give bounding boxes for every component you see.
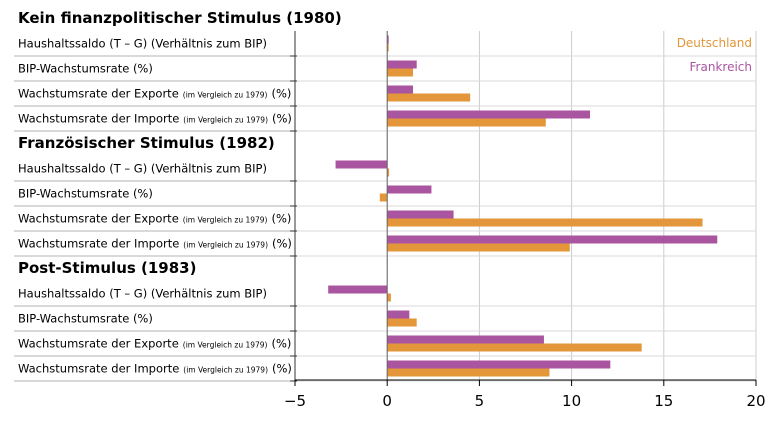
- section-title: Französischer Stimulus (1982): [18, 134, 275, 152]
- row-label: Wachstumsrate der Importe (im Vergleich z…: [18, 362, 292, 376]
- legend: Deutschland Frankreich: [677, 36, 752, 74]
- x-tick-label: 10: [562, 392, 581, 410]
- row-label: BIP-Wachstumsrate (%): [18, 62, 153, 76]
- bar-frankreich: [387, 185, 432, 194]
- row-label: Haushaltssaldo (T – G) (Verhältnis zum B…: [18, 37, 267, 51]
- bar-frankreich: [387, 210, 454, 219]
- row-label: Wachstumsrate der Exporte (im Vergleich z…: [18, 212, 291, 226]
- bar-deutschland: [387, 293, 391, 302]
- bar-frankreich: [387, 60, 417, 69]
- row-label: Haushaltssaldo (T – G) (Verhältnis zum B…: [18, 287, 267, 301]
- section-title: Kein finanzpolitischer Stimulus (1980): [18, 9, 342, 27]
- bar-deutschland: [387, 68, 414, 77]
- row-label: BIP-Wachstumsrate (%): [18, 187, 153, 201]
- bars: [328, 35, 718, 377]
- x-tick-label: 0: [382, 392, 392, 410]
- bar-frankreich: [387, 310, 410, 319]
- row-label: Haushaltssaldo (T – G) (Verhältnis zum B…: [18, 162, 267, 176]
- bar-frankreich: [335, 160, 388, 169]
- row-label: Wachstumsrate der Importe (im Vergleich z…: [18, 237, 292, 251]
- bar-frankreich: [387, 335, 544, 344]
- row-separators: [14, 55, 756, 382]
- bar-frankreich: [328, 285, 388, 294]
- row-label: Wachstumsrate der Exporte (im Vergleich z…: [18, 337, 291, 351]
- bar-frankreich: [387, 85, 414, 94]
- section-title: Post-Stimulus (1983): [18, 259, 196, 277]
- x-tick-label: 5: [475, 392, 485, 410]
- x-tick-label: −5: [284, 392, 306, 410]
- row-label: BIP-Wachstumsrate (%): [18, 312, 153, 326]
- bar-deutschland: [387, 243, 570, 252]
- bar-deutschland: [387, 343, 642, 352]
- x-axis: −5 0 5 10 15 20: [284, 31, 766, 410]
- bar-frankreich: [387, 360, 611, 369]
- row-label: Wachstumsrate der Importe (im Vergleich z…: [18, 112, 292, 126]
- row-labels: Kein finanzpolitischer Stimulus (1980) Ha…: [18, 9, 342, 376]
- x-tick-label: 20: [746, 392, 765, 410]
- bar-frankreich: [387, 235, 718, 244]
- bar-deutschland: [387, 43, 389, 52]
- bar-deutschland: [387, 93, 471, 102]
- row-label: Wachstumsrate der Exporte (im Vergleich z…: [18, 87, 291, 101]
- bar-frankreich: [387, 110, 591, 119]
- x-tick-label: 15: [654, 392, 673, 410]
- bar-deutschland: [387, 118, 546, 127]
- bar-deutschland: [387, 218, 703, 227]
- bar-deutschland: [387, 168, 390, 177]
- bar-deutschland: [379, 193, 388, 202]
- bar-frankreich: [387, 35, 389, 44]
- legend-entry: Frankreich: [690, 60, 752, 74]
- bar-deutschland: [387, 318, 417, 327]
- legend-entry: Deutschland: [677, 36, 752, 50]
- bar-deutschland: [387, 368, 550, 377]
